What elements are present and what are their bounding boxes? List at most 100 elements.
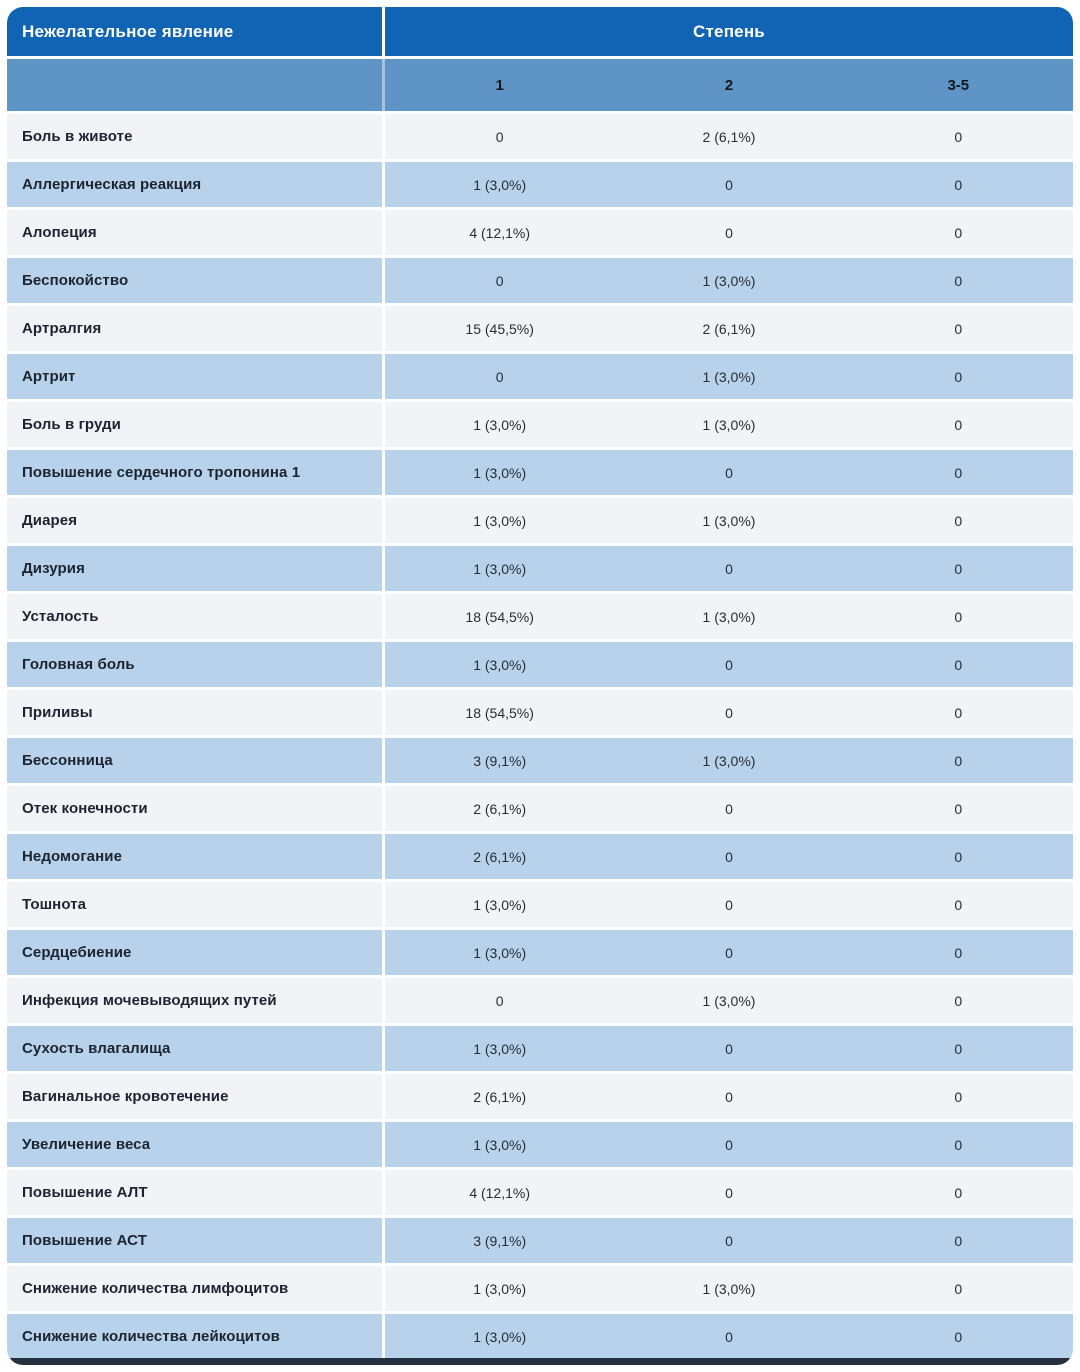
- table-row: Приливы 18 (54,5%) 0 0: [7, 690, 1073, 735]
- grade-1-value: 1 (3,0%): [385, 930, 615, 975]
- grade-1-value: 1 (3,0%): [385, 498, 615, 543]
- header-cell-grade-group: Степень: [385, 7, 1073, 56]
- grade-2-value: 0: [614, 882, 844, 927]
- grade-1-value: 18 (54,5%): [385, 594, 615, 639]
- adverse-event-label: Недомогание: [7, 834, 385, 879]
- table-row: Снижение количества лейкоцитов 1 (3,0%) 0 0: [7, 1314, 1073, 1359]
- grade-2-value: 2 (6,1%): [614, 306, 844, 351]
- table-row: Алопеция 4 (12,1%) 0 0: [7, 210, 1073, 255]
- table-row: Дизурия 1 (3,0%) 0 0: [7, 546, 1073, 591]
- grade-2-value: 1 (3,0%): [614, 402, 844, 447]
- adverse-event-label: Увеличение веса: [7, 1122, 385, 1167]
- table-row: Боль в груди 1 (3,0%) 1 (3,0%) 0: [7, 402, 1073, 447]
- grade-1-value: 1 (3,0%): [385, 1026, 615, 1071]
- adverse-event-label: Повышение АСТ: [7, 1218, 385, 1263]
- grade-1-value: 2 (6,1%): [385, 786, 615, 831]
- grade-2-value: 0: [614, 786, 844, 831]
- table-row: Отек конечности 2 (6,1%) 0 0: [7, 786, 1073, 831]
- grade-3-5-value: 0: [843, 210, 1073, 255]
- grade-2-value: 1 (3,0%): [614, 354, 844, 399]
- table-row: Бессонница 3 (9,1%) 1 (3,0%) 0: [7, 738, 1073, 783]
- grade-1-value: 0: [385, 114, 615, 159]
- grade-1-value: 1 (3,0%): [385, 1314, 615, 1359]
- adverse-event-label: Диарея: [7, 498, 385, 543]
- grade-subheader-spacer: [7, 59, 385, 111]
- adverse-event-label: Повышение АЛТ: [7, 1170, 385, 1215]
- grade-1-value: 2 (6,1%): [385, 834, 615, 879]
- grade-1-value: 18 (54,5%): [385, 690, 615, 735]
- grade-2-value: 0: [614, 834, 844, 879]
- adverse-event-label: Головная боль: [7, 642, 385, 687]
- grade-3-5-value: 0: [843, 546, 1073, 591]
- grade-3-5-value: 0: [843, 834, 1073, 879]
- table-row: Аллергическая реакция 1 (3,0%) 0 0: [7, 162, 1073, 207]
- table-row: Вагинальное кровотечение 2 (6,1%) 0 0: [7, 1074, 1073, 1119]
- grade-3-5-value: 0: [843, 882, 1073, 927]
- adverse-event-label: Инфекция мочевыводящих путей: [7, 978, 385, 1023]
- grade-1-value: 3 (9,1%): [385, 738, 615, 783]
- table-row: Увеличение веса 1 (3,0%) 0 0: [7, 1122, 1073, 1167]
- grade-3-5-value: 0: [843, 1314, 1073, 1359]
- grade-3-5-value: 0: [843, 258, 1073, 303]
- grade-3-5-value: 0: [843, 402, 1073, 447]
- adverse-event-label: Аллергическая реакция: [7, 162, 385, 207]
- adverse-event-label: Сердцебиение: [7, 930, 385, 975]
- grade-3-5-value: 0: [843, 1026, 1073, 1071]
- adverse-event-header-label: Нежелательное явление: [22, 21, 234, 41]
- grade-1-value: 1 (3,0%): [385, 402, 615, 447]
- grade-3-5-value: 0: [843, 594, 1073, 639]
- adverse-event-label: Боль в животе: [7, 114, 385, 159]
- grade-1-value: 1 (3,0%): [385, 546, 615, 591]
- adverse-event-label: Сухость влагалища: [7, 1026, 385, 1071]
- grade-2-value: 0: [614, 1314, 844, 1359]
- table-row: Повышение АЛТ 4 (12,1%) 0 0: [7, 1170, 1073, 1215]
- grade-1-value: 1 (3,0%): [385, 1122, 615, 1167]
- grade-2-value: 0: [614, 1026, 844, 1071]
- table-row: Сухость влагалища 1 (3,0%) 0 0: [7, 1026, 1073, 1071]
- grade-1-header: 1: [385, 59, 615, 111]
- adverse-event-label: Вагинальное кровотечение: [7, 1074, 385, 1119]
- adverse-event-label: Тошнота: [7, 882, 385, 927]
- grade-2-value: 0: [614, 1122, 844, 1167]
- grade-1-value: 3 (9,1%): [385, 1218, 615, 1263]
- grade-3-5-value: 0: [843, 162, 1073, 207]
- adverse-event-label: Повышение сердечного тропонина 1: [7, 450, 385, 495]
- grade-2-value: 1 (3,0%): [614, 594, 844, 639]
- grade-3-5-value: 0: [843, 354, 1073, 399]
- grade-2-value: 1 (3,0%): [614, 258, 844, 303]
- grade-3-5-value: 0: [843, 1266, 1073, 1311]
- grade-1-value: 1 (3,0%): [385, 1266, 615, 1311]
- table-row: Повышение АСТ 3 (9,1%) 0 0: [7, 1218, 1073, 1263]
- adverse-event-label: Бессонница: [7, 738, 385, 783]
- table-row: Снижение количества лимфоцитов 1 (3,0%) 1 …: [7, 1266, 1073, 1311]
- grade-2-value: 0: [614, 546, 844, 591]
- grade-2-value: 0: [614, 1170, 844, 1215]
- grade-2-header: 2: [614, 59, 844, 111]
- bottom-edge-strip: [7, 1358, 1073, 1365]
- adverse-event-label: Алопеция: [7, 210, 385, 255]
- grade-2-value: 1 (3,0%): [614, 738, 844, 783]
- grade-2-value: 0: [614, 162, 844, 207]
- grade-2-value: 1 (3,0%): [614, 498, 844, 543]
- grade-3-5-value: 0: [843, 1122, 1073, 1167]
- grade-1-value: 0: [385, 258, 615, 303]
- grade-3-5-value: 0: [843, 114, 1073, 159]
- table-header-row: Нежелательное явление Степень: [7, 7, 1073, 56]
- table-row: Артрит 0 1 (3,0%) 0: [7, 354, 1073, 399]
- grade-3-5-value: 0: [843, 498, 1073, 543]
- grade-3-5-value: 0: [843, 1170, 1073, 1215]
- grade-3-5-value: 0: [843, 786, 1073, 831]
- grade-3-5-value: 0: [843, 642, 1073, 687]
- grade-1-value: 2 (6,1%): [385, 1074, 615, 1119]
- grade-2-value: 0: [614, 210, 844, 255]
- grade-3-5-header: 3-5: [843, 59, 1073, 111]
- table-row: Недомогание 2 (6,1%) 0 0: [7, 834, 1073, 879]
- grade-2-value: 0: [614, 930, 844, 975]
- header-cell-adverse-event: Нежелательное явление: [7, 7, 385, 56]
- adverse-event-label: Дизурия: [7, 546, 385, 591]
- grade-3-5-value: 0: [843, 1074, 1073, 1119]
- adverse-event-label: Снижение количества лимфоцитов: [7, 1266, 385, 1311]
- grade-2-value: 0: [614, 1218, 844, 1263]
